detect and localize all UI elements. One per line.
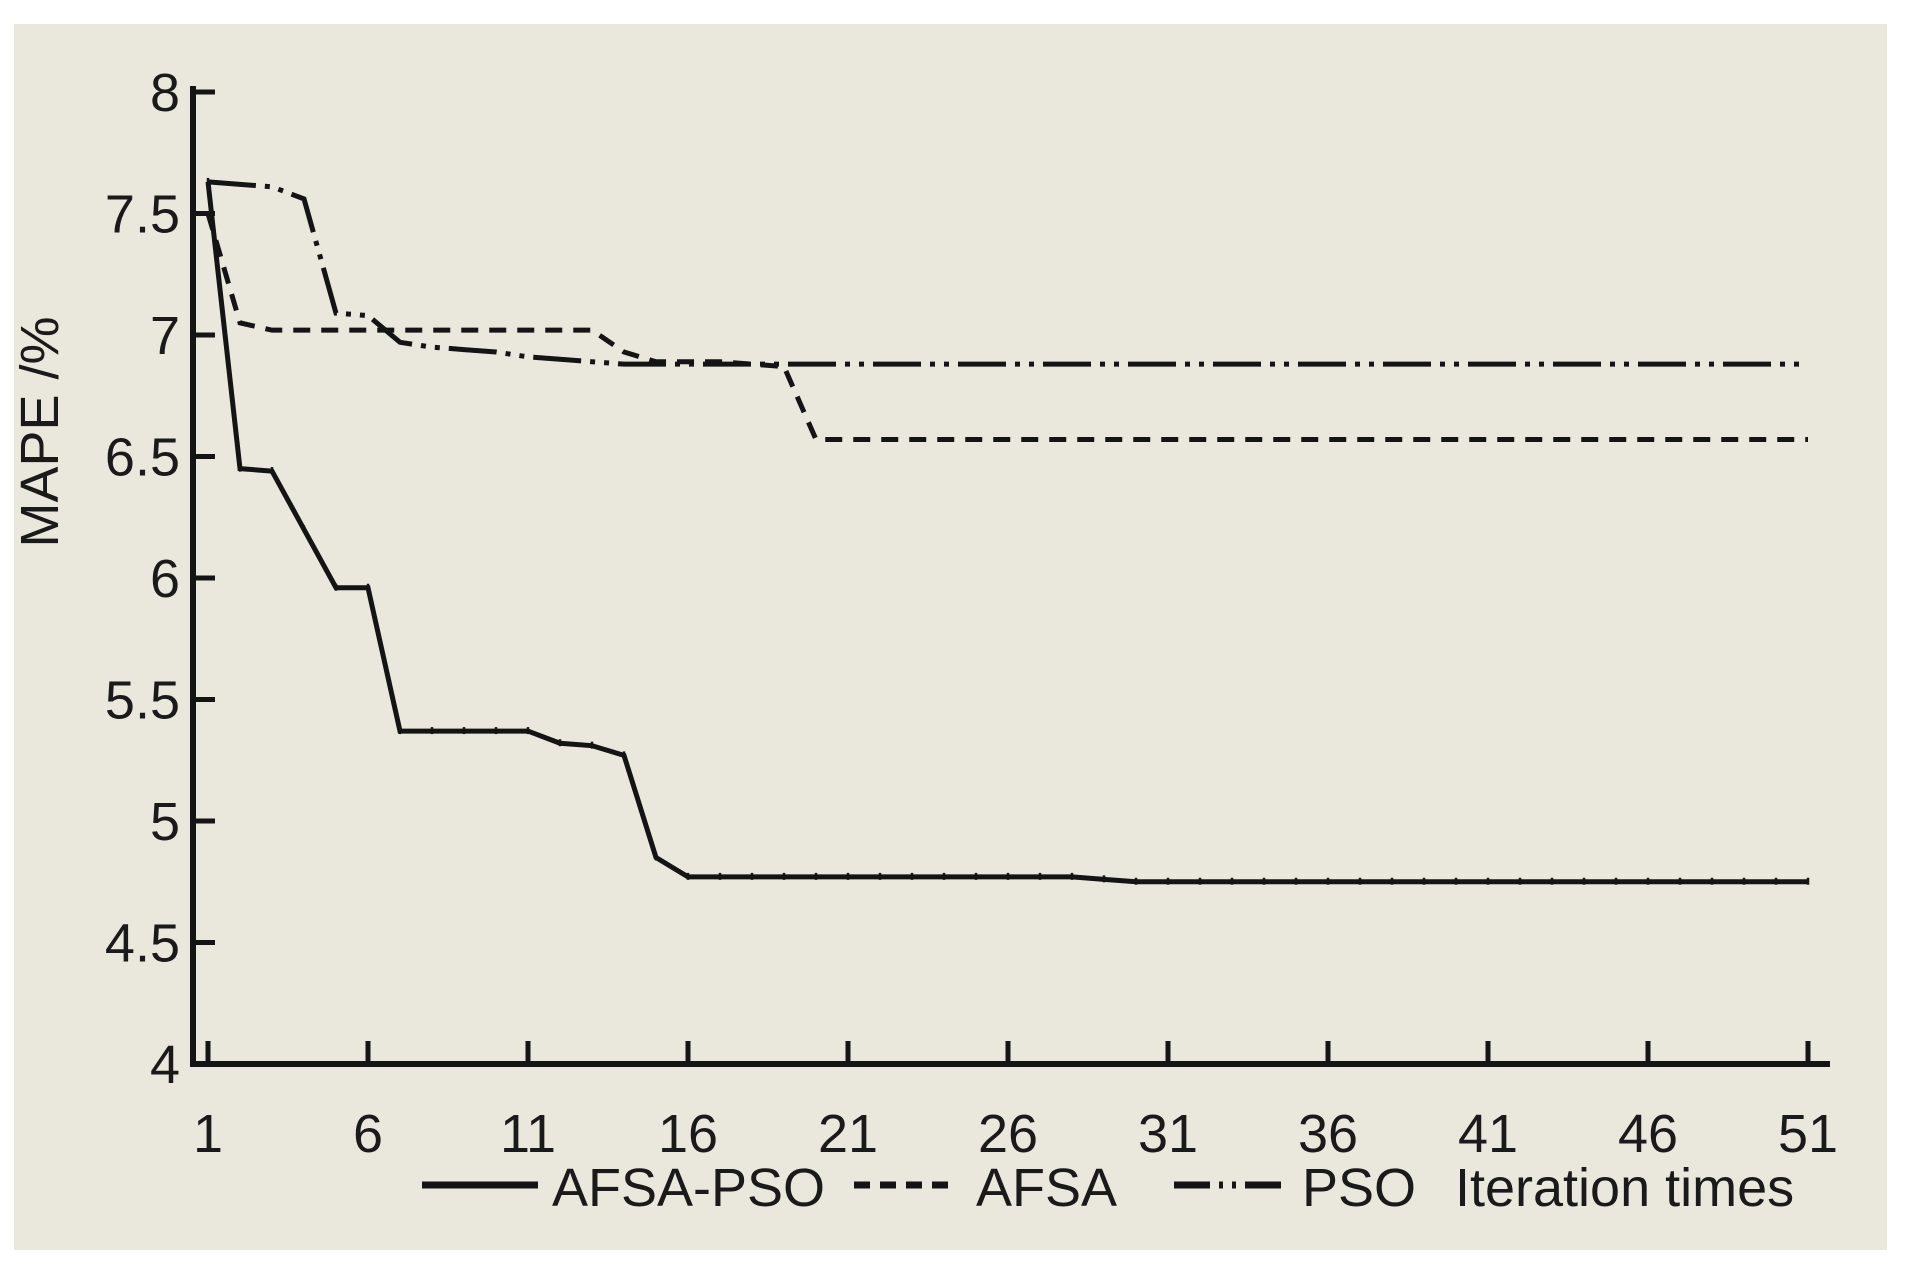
tick-label: 21 bbox=[818, 1104, 878, 1164]
x-axis-title: Iteration times bbox=[1455, 1158, 1795, 1218]
tick-label: 26 bbox=[978, 1104, 1038, 1164]
tick-label: 1 bbox=[193, 1104, 223, 1164]
tick-label: 46 bbox=[1618, 1104, 1678, 1164]
legend-swatch-afsa-pso bbox=[420, 1179, 540, 1191]
plot-area: 87.576.565.554.541 6 11 16 21 26 31 36 41 46 51 bbox=[105, 63, 1838, 1164]
tick-label: 4.5 bbox=[105, 914, 180, 974]
legend-label-afsa: AFSA bbox=[976, 1158, 1118, 1218]
legend-swatch-afsa bbox=[852, 1179, 958, 1191]
legend-label-afsa-pso: AFSA-PSO bbox=[552, 1158, 826, 1218]
tick-label: 6 bbox=[150, 549, 180, 609]
tick-label: 7.5 bbox=[105, 185, 180, 245]
plot-panel bbox=[14, 24, 1887, 1250]
y-axis-title: MAPE /% bbox=[10, 316, 70, 547]
tick-label: 5.5 bbox=[105, 671, 180, 731]
tick-label: 16 bbox=[658, 1104, 718, 1164]
tick-label: 31 bbox=[1138, 1104, 1198, 1164]
tick-label: 4 bbox=[150, 1035, 180, 1095]
series-afsa bbox=[205, 212, 1808, 442]
tick-label: 11 bbox=[500, 1104, 556, 1164]
tick-label: 8 bbox=[150, 63, 180, 123]
tick-label: 41 bbox=[1458, 1104, 1518, 1164]
legend-swatch-pso bbox=[1172, 1179, 1292, 1191]
tick-label: 51 bbox=[1778, 1104, 1838, 1164]
series-pso bbox=[207, 179, 1808, 367]
tick-label: 6.5 bbox=[105, 428, 180, 488]
series-afsa-pso bbox=[205, 181, 1808, 885]
tick-label: 6 bbox=[353, 1104, 383, 1164]
tick-label: 7 bbox=[150, 306, 180, 366]
tick-label: 36 bbox=[1298, 1104, 1358, 1164]
tick-label: 5 bbox=[150, 792, 180, 852]
legend-label-pso: PSO bbox=[1302, 1158, 1417, 1218]
